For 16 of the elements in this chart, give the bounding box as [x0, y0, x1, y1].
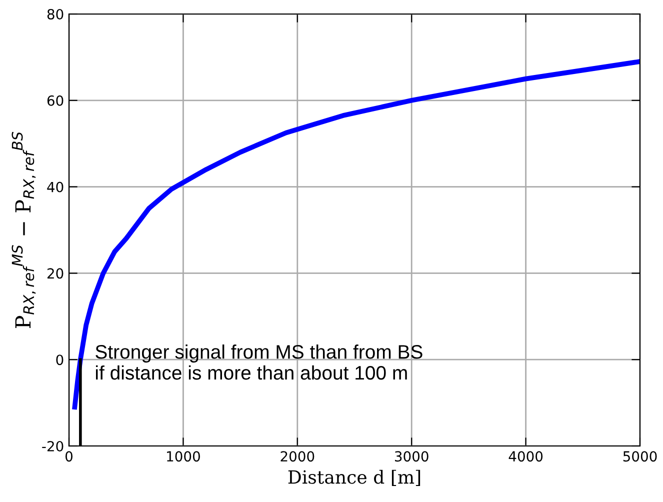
x-tick-label: 3000: [394, 451, 428, 462]
annotation: Stronger signal from MS than from BS if distance is more than about 100 m: [96, 344, 422, 380]
x-tick-label: 5000: [623, 451, 657, 462]
y-tick-label: 60: [47, 95, 64, 106]
x-axis-title: Distance d [m]: [288, 470, 420, 486]
x-tick-label: 1000: [167, 451, 200, 462]
y-tick-label: 0: [56, 354, 64, 366]
x-tick-label: 4000: [508, 451, 543, 462]
y-tick-label: -20: [42, 440, 64, 452]
y-tick-label: 20: [47, 268, 64, 279]
y-tick-label: 80: [47, 8, 64, 20]
line-series: [72, 59, 640, 410]
y-axis-title: P$_{RX,ref}$$^{MS}$ − P$_{RX,ref}$$^{BS}$: [12, 132, 36, 328]
y-tick-label: 40: [47, 182, 64, 192]
x-tick-label: 2000: [280, 451, 314, 462]
x-tick-label: 0: [65, 451, 72, 462]
